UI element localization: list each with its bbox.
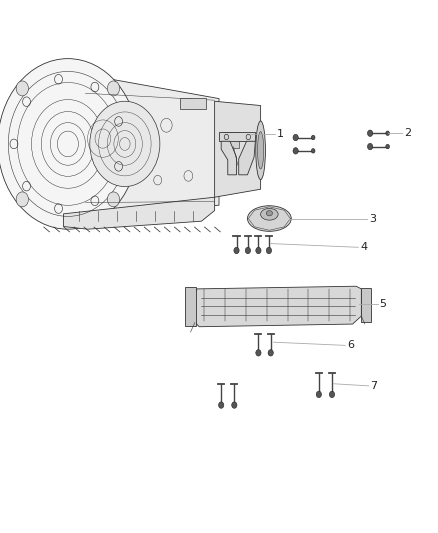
Ellipse shape [256, 121, 265, 180]
Circle shape [367, 143, 373, 150]
Polygon shape [219, 132, 255, 141]
Circle shape [219, 402, 224, 408]
FancyBboxPatch shape [361, 288, 371, 322]
Circle shape [90, 101, 160, 187]
Polygon shape [221, 141, 237, 175]
Circle shape [386, 144, 389, 149]
Polygon shape [239, 141, 255, 175]
Circle shape [232, 402, 237, 408]
Circle shape [311, 135, 315, 140]
FancyBboxPatch shape [223, 132, 239, 148]
Text: 7: 7 [371, 381, 378, 391]
Text: 3: 3 [369, 214, 376, 223]
Text: 6: 6 [347, 341, 354, 350]
Circle shape [268, 350, 273, 356]
Circle shape [107, 81, 120, 96]
Polygon shape [215, 101, 261, 197]
Ellipse shape [258, 132, 264, 169]
Ellipse shape [261, 208, 278, 220]
Circle shape [0, 59, 138, 229]
Ellipse shape [247, 206, 291, 231]
Circle shape [329, 391, 335, 398]
Circle shape [293, 148, 298, 154]
Circle shape [316, 391, 321, 398]
Circle shape [245, 247, 251, 254]
Circle shape [256, 350, 261, 356]
Circle shape [256, 247, 261, 254]
Text: 2: 2 [404, 128, 411, 138]
Circle shape [367, 130, 373, 136]
Circle shape [16, 192, 28, 207]
Circle shape [311, 149, 315, 153]
Circle shape [266, 247, 272, 254]
Circle shape [386, 131, 389, 135]
Polygon shape [68, 71, 219, 216]
Text: 5: 5 [379, 299, 386, 309]
FancyBboxPatch shape [180, 98, 206, 109]
Circle shape [107, 192, 120, 207]
Circle shape [234, 247, 239, 254]
Ellipse shape [266, 211, 272, 216]
Text: 1: 1 [277, 130, 284, 139]
Polygon shape [195, 286, 361, 327]
Polygon shape [64, 197, 215, 229]
Circle shape [16, 81, 28, 96]
Circle shape [293, 134, 298, 141]
FancyBboxPatch shape [185, 287, 196, 326]
Text: 4: 4 [360, 243, 367, 252]
